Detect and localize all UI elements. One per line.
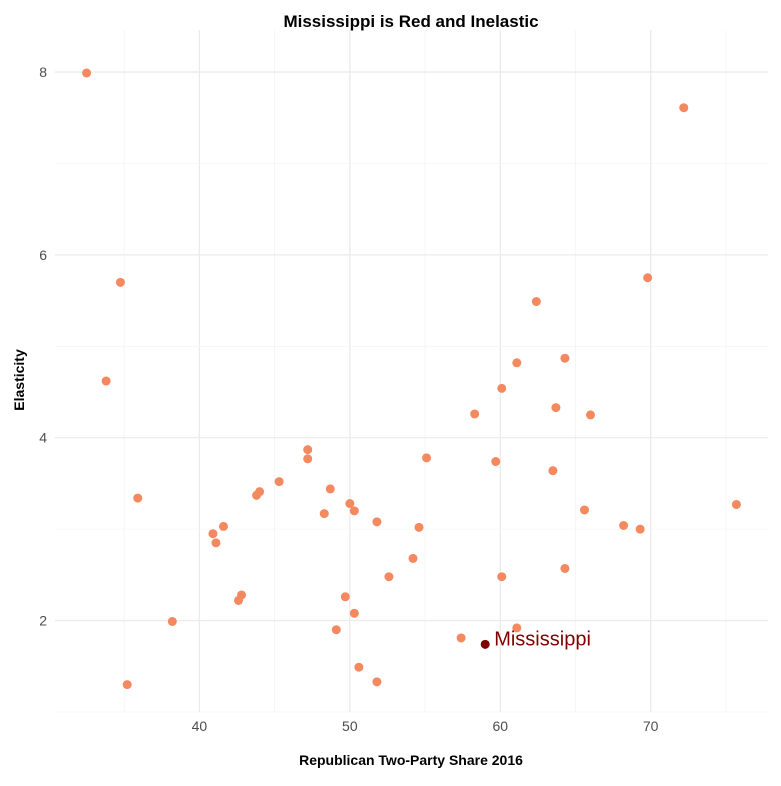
y-tick-label: 4 bbox=[39, 430, 47, 446]
data-point bbox=[354, 662, 364, 672]
data-point bbox=[234, 595, 244, 605]
data-point bbox=[218, 521, 228, 531]
data-point bbox=[586, 410, 596, 420]
data-point bbox=[635, 524, 645, 534]
x-tick-label: 60 bbox=[492, 718, 508, 734]
data-point bbox=[101, 376, 111, 386]
data-point bbox=[548, 466, 558, 476]
y-axis-ticks: 2 4 6 8 bbox=[39, 64, 47, 629]
y-tick-label: 2 bbox=[39, 613, 47, 629]
x-tick-label: 70 bbox=[643, 718, 659, 734]
data-point bbox=[122, 680, 132, 690]
data-point bbox=[384, 572, 394, 582]
data-point bbox=[512, 358, 522, 368]
data-point bbox=[679, 103, 689, 113]
data-point bbox=[133, 493, 143, 503]
data-point bbox=[497, 572, 507, 582]
data-point bbox=[167, 616, 177, 626]
data-point bbox=[643, 273, 653, 283]
y-tick-label: 8 bbox=[39, 64, 47, 80]
data-point bbox=[414, 522, 424, 532]
data-point bbox=[82, 68, 92, 78]
data-point bbox=[512, 623, 522, 633]
highlight-label: Mississippi bbox=[494, 628, 591, 650]
data-point bbox=[491, 457, 501, 467]
data-point bbox=[731, 499, 741, 509]
data-point bbox=[619, 521, 629, 531]
data-point bbox=[303, 445, 313, 455]
y-axis-label: Elasticity bbox=[11, 349, 27, 411]
x-tick-label: 40 bbox=[192, 718, 208, 734]
data-point bbox=[340, 592, 350, 602]
data-point bbox=[372, 517, 382, 527]
data-point bbox=[560, 563, 570, 573]
y-tick-label: 6 bbox=[39, 247, 47, 263]
grid bbox=[55, 30, 768, 713]
data-point bbox=[551, 403, 561, 413]
data-point bbox=[531, 297, 541, 307]
data-point bbox=[252, 490, 262, 500]
data-point bbox=[319, 509, 329, 519]
data-point bbox=[345, 499, 355, 509]
data-point bbox=[349, 506, 359, 516]
data-point bbox=[349, 608, 359, 618]
data-point bbox=[211, 538, 221, 548]
chart-title: Mississippi is Red and Inelastic bbox=[283, 12, 538, 31]
data-point bbox=[303, 454, 313, 464]
data-point bbox=[470, 409, 480, 419]
x-axis-label: Republican Two-Party Share 2016 bbox=[299, 752, 523, 768]
data-point bbox=[422, 453, 432, 463]
x-tick-label: 50 bbox=[342, 718, 358, 734]
data-point bbox=[456, 633, 466, 643]
x-axis-ticks: 40 50 60 70 bbox=[192, 718, 659, 734]
data-point bbox=[579, 505, 589, 515]
data-point bbox=[208, 529, 218, 539]
points bbox=[82, 68, 741, 690]
data-point bbox=[331, 625, 341, 635]
data-point bbox=[372, 677, 382, 687]
data-point bbox=[115, 277, 125, 287]
data-point bbox=[560, 353, 570, 363]
data-point bbox=[274, 477, 284, 487]
data-point bbox=[497, 383, 507, 393]
data-point bbox=[408, 553, 418, 563]
data-point bbox=[325, 484, 335, 494]
highlight-point bbox=[480, 639, 490, 649]
